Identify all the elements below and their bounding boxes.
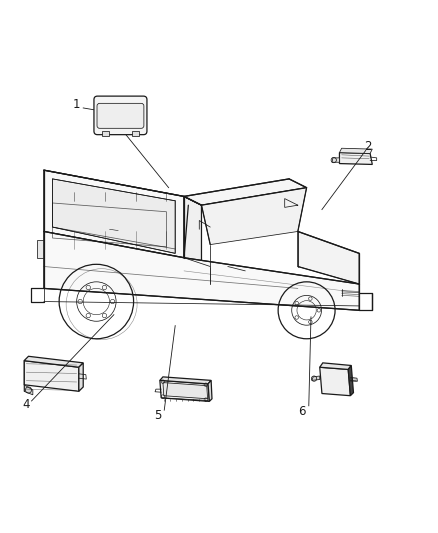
Polygon shape	[208, 381, 212, 401]
Polygon shape	[348, 366, 353, 395]
FancyBboxPatch shape	[97, 103, 144, 128]
Polygon shape	[298, 231, 359, 284]
Polygon shape	[312, 376, 320, 381]
Polygon shape	[320, 367, 350, 395]
Polygon shape	[160, 377, 211, 384]
Polygon shape	[201, 188, 307, 245]
Polygon shape	[24, 356, 83, 367]
Polygon shape	[79, 363, 83, 391]
Bar	[102, 131, 109, 136]
Text: 4: 4	[22, 398, 30, 411]
Polygon shape	[44, 170, 184, 258]
Polygon shape	[339, 152, 372, 165]
Polygon shape	[339, 148, 372, 154]
Polygon shape	[53, 179, 175, 253]
FancyBboxPatch shape	[94, 96, 147, 135]
Bar	[348, 281, 359, 287]
Text: 1: 1	[73, 98, 81, 111]
Polygon shape	[160, 381, 209, 401]
Polygon shape	[163, 383, 208, 399]
Text: 5: 5	[154, 409, 161, 422]
Text: 6: 6	[298, 405, 306, 417]
Polygon shape	[320, 363, 351, 369]
Polygon shape	[184, 179, 307, 205]
Polygon shape	[184, 197, 201, 266]
Polygon shape	[332, 158, 339, 162]
Polygon shape	[44, 231, 359, 310]
Polygon shape	[24, 385, 33, 395]
Polygon shape	[24, 361, 79, 391]
Bar	[37, 240, 44, 258]
Bar	[132, 131, 139, 136]
Text: 2: 2	[364, 140, 372, 152]
